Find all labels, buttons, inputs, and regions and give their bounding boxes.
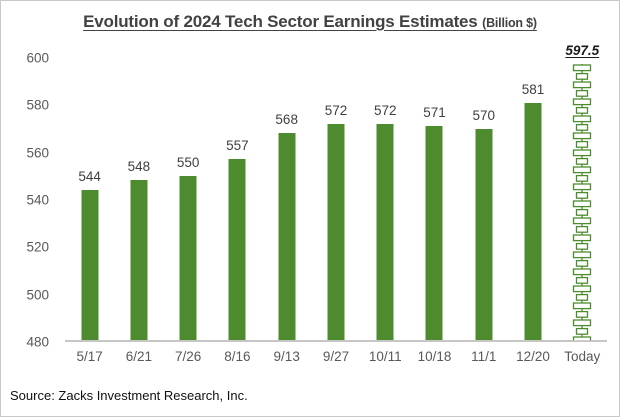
today-value-label: 597.5 — [565, 42, 600, 58]
x-tick-label: 10/18 — [417, 349, 452, 364]
bar — [425, 126, 443, 340]
y-axis: 480 500 520 540 560 580 600 — [11, 51, 57, 350]
bar — [524, 102, 542, 340]
chart-area: 480 500 520 540 560 580 600 544 548 550 557 568 572… — [11, 43, 607, 364]
y-tick-label: 500 — [26, 287, 49, 303]
bar-value-label: 571 — [423, 105, 446, 121]
y-tick-label: 580 — [26, 97, 49, 113]
x-tick-label: 11/1 — [471, 349, 497, 364]
bar — [278, 133, 296, 340]
x-tick-label: 12/20 — [516, 349, 550, 364]
x-tick-label: 5/17 — [76, 349, 103, 364]
y-tick-label: 520 — [26, 239, 49, 255]
bar-slot: 572 — [361, 58, 410, 340]
bar-slot: 571 — [410, 58, 459, 340]
bar-slot: 572 — [311, 58, 360, 340]
bar — [130, 180, 148, 340]
x-tick-label: 7/26 — [175, 349, 202, 364]
chart-title-suffix: (Billion $) — [482, 16, 537, 30]
x-tick-label: 6/21 — [125, 349, 153, 364]
x-tick-label: 10/11 — [368, 349, 402, 364]
x-tick-label: 9/13 — [273, 349, 300, 364]
y-tick-label: 480 — [26, 334, 49, 350]
plot-area: 544 548 550 557 568 572 572 571 570 581 597.5 — [65, 43, 607, 342]
bar-value-label: 572 — [324, 102, 348, 118]
bar-value-label: 581 — [521, 81, 545, 97]
bar — [327, 123, 345, 340]
y-tick-label: 560 — [26, 145, 49, 161]
bar — [179, 175, 197, 340]
bar-slot: 557 — [213, 58, 262, 340]
bar-slot: 550 — [164, 58, 213, 340]
bar-value-label: 544 — [78, 168, 101, 184]
x-axis: 5/17 6/21 7/26 8/16 9/13 9/27 10/11 10/18 11/1 12… — [65, 342, 607, 364]
bar-value-label: 572 — [373, 102, 397, 118]
bar-slot: 548 — [114, 58, 163, 340]
bar — [475, 128, 493, 340]
bar-value-label: 568 — [275, 112, 298, 128]
bar-value-label: 550 — [176, 154, 200, 170]
bar-value-label: 557 — [226, 138, 249, 154]
chart-title-text: Evolution of 2024 Tech Sector Earnings E… — [83, 12, 478, 31]
y-tick-label: 540 — [26, 192, 49, 208]
bar-slot: 570 — [459, 58, 508, 340]
today-bar — [571, 63, 594, 340]
bar — [376, 123, 394, 340]
chart-title: Evolution of 2024 Tech Sector Earnings E… — [1, 12, 619, 32]
bar-slot: 597.5 — [558, 43, 607, 340]
x-tick-label: 9/27 — [322, 349, 350, 364]
x-tick-label: 8/16 — [224, 349, 251, 364]
x-tick-label: Today — [564, 349, 601, 364]
bar-slot: 568 — [262, 58, 311, 340]
bar-slot: 581 — [508, 58, 557, 340]
bar-value-label: 570 — [472, 107, 496, 123]
source-text: Source: Zacks Investment Research, Inc. — [10, 388, 248, 403]
bar — [81, 189, 99, 340]
y-tick-label: 600 — [26, 50, 49, 66]
bar-slot: 544 — [65, 58, 114, 340]
bar-value-label: 548 — [127, 159, 151, 175]
bar — [228, 159, 246, 340]
